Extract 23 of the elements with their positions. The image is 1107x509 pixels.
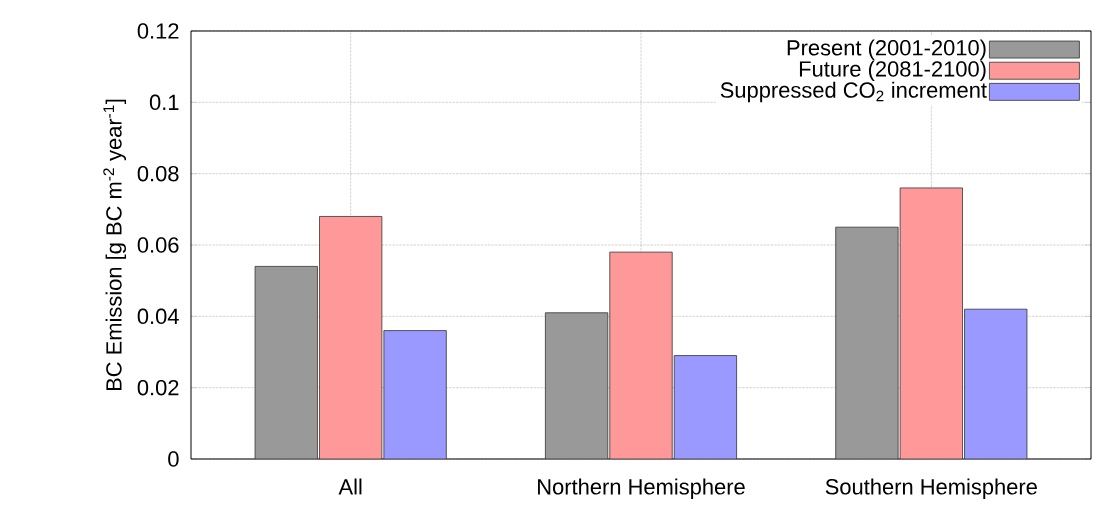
legend-label: Present (2001-2010) <box>787 39 986 60</box>
x-tick-label: All <box>338 478 362 495</box>
bar <box>964 308 1028 459</box>
y-tick-label: 0.02 <box>137 379 179 396</box>
x-tick-label: Southern Hemisphere <box>825 478 1037 499</box>
bar <box>899 187 963 459</box>
x-tick-label: Northern Hemisphere <box>538 478 745 499</box>
bar <box>544 312 609 459</box>
bar <box>254 266 318 459</box>
bar <box>609 251 673 459</box>
y-tick-label: 0 <box>168 451 179 467</box>
bar <box>319 216 383 459</box>
y-tick-label: 0.04 <box>137 308 179 325</box>
legend-label: Suppressed CO$_{2}$ increment <box>720 81 987 103</box>
y-tick-label: 0.1 <box>149 94 179 111</box>
y-tick-label: 0.06 <box>137 237 179 253</box>
bar <box>383 330 447 459</box>
y-axis-title: BC Emission [g BC m$^{-2}$ year$^{-1}$] <box>103 99 127 391</box>
legend-label: Future (2081-2100) <box>799 60 986 82</box>
bar <box>673 355 738 459</box>
bar <box>835 226 899 459</box>
y-tick-label: 0.08 <box>137 165 179 182</box>
y-tick-label: 0.12 <box>137 23 179 39</box>
